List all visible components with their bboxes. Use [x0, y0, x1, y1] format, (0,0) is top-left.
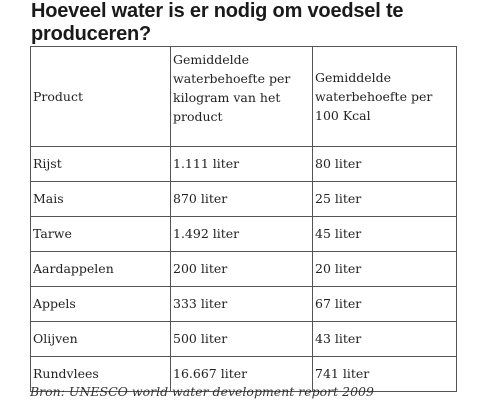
table-row: Mais 870 liter 25 liter — [30, 181, 457, 217]
per-kilogram-cell: 1.492 liter — [170, 216, 313, 252]
per-kilogram-cell: 200 liter — [170, 251, 313, 287]
per-100-kcal-cell: 20 liter — [312, 251, 457, 287]
product-cell: Tarwe — [30, 216, 171, 252]
per-kilogram-cell: 16.667 liter — [170, 356, 313, 392]
product-cell: Rijst — [30, 146, 171, 182]
product-cell: Mais — [30, 181, 171, 217]
table-row: Tarwe 1.492 liter 45 liter — [30, 216, 457, 252]
source-caption: Bron: UNESCO world water development rep… — [30, 384, 374, 399]
header-water-per-kilogram: Gemiddelde waterbehoefte per kilogram va… — [170, 46, 313, 147]
per-kilogram-cell: 870 liter — [170, 181, 313, 217]
table-header-row: Product Gemiddelde waterbehoefte per kil… — [30, 46, 457, 147]
product-cell: Rundvlees — [30, 356, 171, 392]
per-100-kcal-cell: 43 liter — [312, 321, 457, 357]
per-100-kcal-cell: 80 liter — [312, 146, 457, 182]
product-cell: Aardappelen — [30, 251, 171, 287]
per-100-kcal-cell: 67 liter — [312, 286, 457, 322]
table-row: Appels 333 liter 67 liter — [30, 286, 457, 322]
per-kilogram-cell: 1.111 liter — [170, 146, 313, 182]
product-cell: Appels — [30, 286, 171, 322]
page-title: Hoeveel water is er nodig om voedsel te … — [31, 0, 404, 45]
table-row: Aardappelen 200 liter 20 liter — [30, 251, 457, 287]
table-row: Rundvlees 16.667 liter 741 liter — [30, 356, 457, 392]
per-100-kcal-cell: 45 liter — [312, 216, 457, 252]
table-row: Rijst 1.111 liter 80 liter — [30, 146, 457, 182]
water-requirement-table: Product Gemiddelde waterbehoefte per kil… — [30, 46, 457, 392]
table-row: Olijven 500 liter 43 liter — [30, 321, 457, 357]
per-kilogram-cell: 500 liter — [170, 321, 313, 357]
per-100-kcal-cell: 25 liter — [312, 181, 457, 217]
product-cell: Olijven — [30, 321, 171, 357]
per-100-kcal-cell: 741 liter — [312, 356, 457, 392]
header-water-per-100-kcal: Gemiddelde waterbehoefte per 100 Kcal — [312, 46, 457, 147]
per-kilogram-cell: 333 liter — [170, 286, 313, 322]
header-product: Product — [30, 46, 171, 147]
